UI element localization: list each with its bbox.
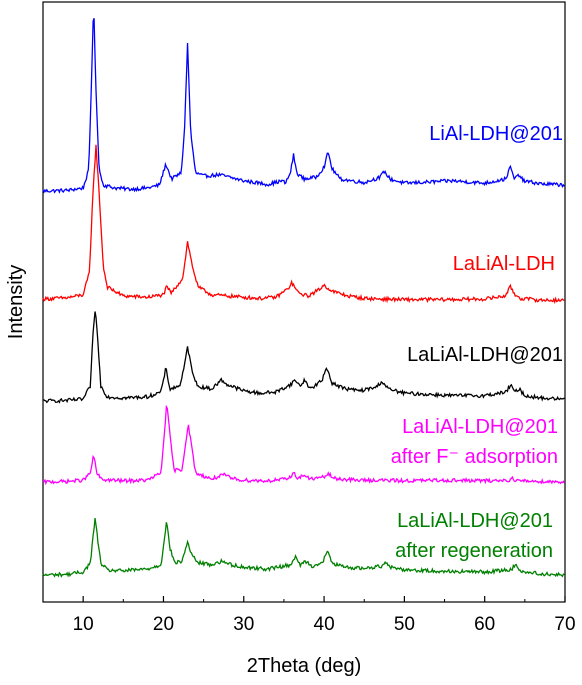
series-line xyxy=(42,311,565,404)
series-label: LiAl-LDH@201 xyxy=(429,123,563,145)
series-label-line2: after F⁻ adsorption xyxy=(391,446,558,468)
x-tick-label: 40 xyxy=(314,614,335,635)
series-layer xyxy=(42,18,565,578)
series-label: LaLiAl-LDH@201 xyxy=(397,510,553,532)
plot-frame xyxy=(42,1,566,603)
x-tick-label: 50 xyxy=(394,614,415,635)
y-axis-title: Intensity xyxy=(5,265,27,339)
series-label-line2: after regeneration xyxy=(395,540,553,562)
series-label: LaLiAl-LDH@201 xyxy=(407,344,563,366)
series-line xyxy=(42,517,565,578)
series-label: LaLiAl-LDH@201 xyxy=(402,416,558,438)
x-tick-label: 30 xyxy=(233,614,254,635)
x-axis-title: 2Theta (deg) xyxy=(247,655,362,677)
series-line xyxy=(42,18,565,194)
series-label: LaLiAl-LDH xyxy=(453,253,555,275)
x-tick-label: 20 xyxy=(153,614,174,635)
x-tick-label: 10 xyxy=(73,614,94,635)
x-tick-label: 70 xyxy=(554,614,575,635)
x-axis-ticks: 10 20 30 40 50 60 70 xyxy=(73,596,576,635)
x-tick-label: 60 xyxy=(474,614,495,635)
series-line xyxy=(42,404,565,486)
series-labels: LiAl-LDH@201 LaLiAl-LDH LaLiAl-LDH@201 LaLi… xyxy=(391,123,563,562)
series-line xyxy=(42,144,565,305)
